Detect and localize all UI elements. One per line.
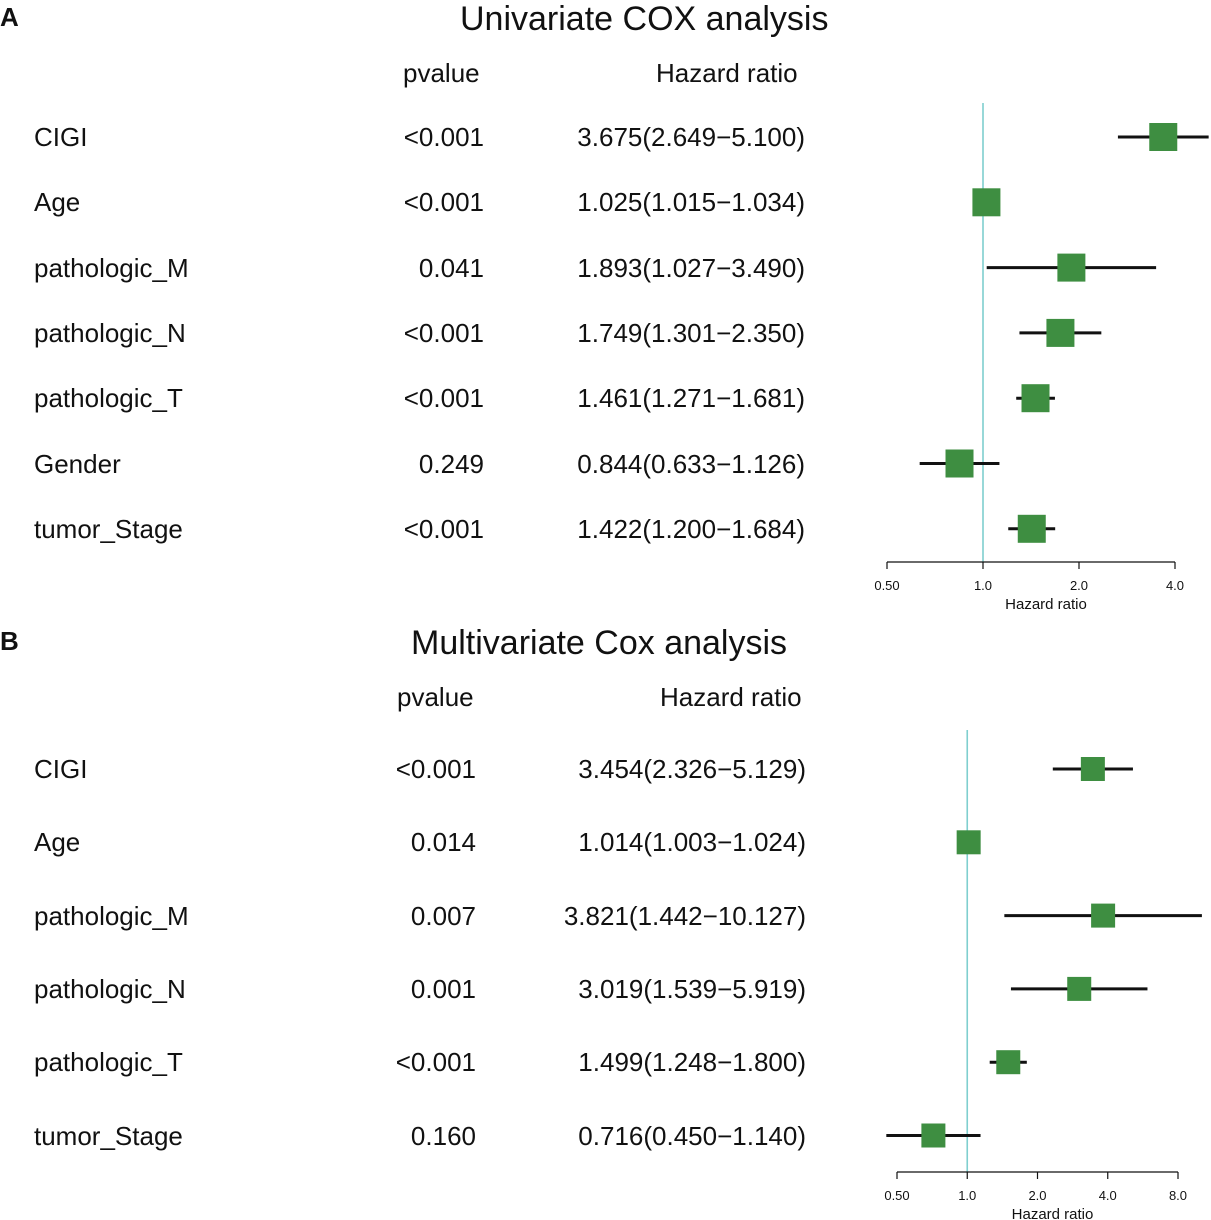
row-hazard-ratio: 1.422(1.200−1.684) [577, 513, 805, 544]
row-label: tumor_Stage [34, 1120, 183, 1151]
row-label: Age [34, 827, 81, 858]
row-hazard-ratio: 1.893(1.027−3.490) [577, 252, 805, 283]
row-label: CIGI [34, 122, 88, 152]
x-tick-label: 0.50 [874, 578, 899, 593]
row-label: pathologic_T [34, 383, 183, 414]
row-hazard-ratio: 1.499(1.248−1.800) [578, 1047, 806, 1078]
row-label: CIGI [34, 754, 88, 784]
panel-a: A Univariate COX analysis pvalue Hazard … [0, 0, 1209, 613]
forest-plot-b: 0.50 1.0 2.0 4.0 8.0 Hazard ratio [884, 730, 1202, 1220]
row-label: pathologic_T [34, 1047, 183, 1078]
row-hazard-ratio: 3.675(2.649−5.100) [577, 122, 805, 152]
row-pvalue: <0.001 [403, 317, 484, 348]
x-tick-label: 8.0 [1169, 1188, 1187, 1203]
hr-marker [996, 1050, 1021, 1075]
hr-marker [956, 830, 981, 855]
row-label: pathologic_N [34, 973, 186, 1004]
x-axis-title: Hazard ratio [1012, 1206, 1094, 1220]
row-hazard-ratio: 1.025(1.015−1.034) [577, 187, 805, 218]
row-hazard-ratio: 1.461(1.271−1.681) [577, 383, 805, 414]
panel-letter: B [0, 626, 19, 656]
row-pvalue: 0.160 [410, 1120, 476, 1151]
row-pvalue: 0.007 [410, 900, 476, 931]
row-pvalue: <0.001 [403, 187, 484, 218]
row-pvalue: 0.041 [418, 252, 484, 283]
hazard-ratio-header: Hazard ratio [660, 682, 802, 712]
hazard-ratio-header: Hazard ratio [656, 58, 798, 88]
x-tick-label: 1.0 [974, 578, 992, 593]
hr-marker [1149, 123, 1178, 151]
row-hazard-ratio: 3.821(1.442−10.127) [563, 900, 806, 931]
row-pvalue: <0.001 [403, 383, 484, 414]
hr-marker [1067, 976, 1092, 1001]
row-pvalue: 0.001 [410, 973, 476, 1004]
row-label: pathologic_N [34, 317, 186, 348]
row-hazard-ratio: 1.749(1.301−2.350) [577, 317, 805, 348]
x-tick-label: 4.0 [1099, 1188, 1117, 1203]
x-tick-label: 2.0 [1028, 1188, 1046, 1203]
x-tick-label: 4.0 [1166, 578, 1184, 593]
x-tick-label: 0.50 [884, 1188, 909, 1203]
hr-marker [1046, 318, 1075, 347]
pvalue-header: pvalue [403, 58, 480, 88]
chart-title: Univariate COX analysis [460, 0, 829, 38]
row-pvalue: <0.001 [395, 754, 476, 784]
row-label: tumor_Stage [34, 513, 183, 544]
panel-b: B Multivariate Cox analysis pvalue Hazar… [0, 620, 1211, 1220]
row-hazard-ratio: 3.019(1.539−5.919) [578, 973, 806, 1004]
x-tick-label: 1.0 [958, 1188, 976, 1203]
row-hazard-ratio: 0.844(0.633−1.126) [577, 448, 805, 479]
row-pvalue: 0.249 [418, 448, 484, 479]
row-pvalue: <0.001 [403, 122, 484, 152]
row-pvalue: 0.014 [410, 827, 476, 858]
hr-marker [1057, 253, 1086, 282]
hr-marker [921, 1123, 946, 1148]
row-hazard-ratio: 1.014(1.003−1.024) [578, 827, 806, 858]
row-pvalue: <0.001 [395, 1047, 476, 1078]
forest-plot-a: 0.50 1.0 2.0 4.0 Hazard ratio [874, 103, 1209, 613]
row-label: Age [34, 187, 81, 218]
pvalue-header: pvalue [397, 682, 474, 712]
hr-marker [1091, 903, 1116, 928]
hr-marker [1017, 514, 1046, 543]
row-hazard-ratio: 3.454(2.326−5.129) [578, 754, 806, 784]
x-axis-title: Hazard ratio [1005, 596, 1087, 613]
row-label: pathologic_M [34, 900, 189, 931]
panel-letter: A [0, 2, 19, 32]
hr-marker [945, 449, 974, 478]
row-label: Gender [34, 448, 121, 479]
chart-title: Multivariate Cox analysis [411, 624, 788, 662]
row-hazard-ratio: 0.716(0.450−1.140) [578, 1120, 806, 1151]
x-tick-label: 2.0 [1070, 578, 1088, 593]
row-label: pathologic_M [34, 252, 189, 283]
hr-marker [1021, 384, 1050, 413]
row-pvalue: <0.001 [403, 513, 484, 544]
hr-marker [972, 188, 1001, 217]
hr-marker [1080, 757, 1105, 781]
